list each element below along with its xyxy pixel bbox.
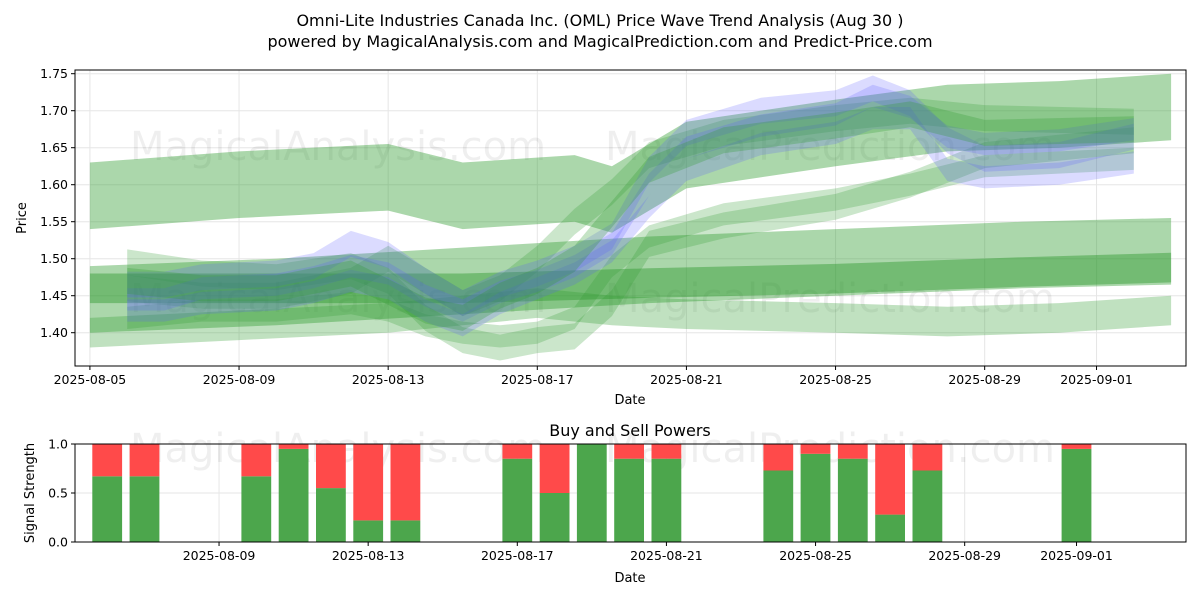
price-x-tick-label: 2025-08-09	[203, 372, 276, 387]
buy-bar	[912, 470, 943, 542]
watermark-prediction-mid: MagicalPrediction.com	[605, 276, 1055, 322]
wave-band-green-10	[127, 101, 1134, 331]
price-x-tick-label: 2025-08-21	[650, 372, 723, 387]
wave-band-blue-7	[127, 75, 1134, 317]
sell-bar	[837, 444, 868, 459]
signal-bars	[92, 444, 1092, 542]
price-x-tick-label: 2025-08-05	[54, 372, 127, 387]
price-grid	[75, 70, 1186, 366]
signal-x-tick-label: 2025-08-25	[779, 548, 852, 563]
price-y-tick-label: 1.45	[40, 288, 68, 303]
price-y-ticks: 1.40 1.45 1.50 1.55 1.60 1.65 1.70 1.75	[40, 66, 75, 340]
sell-bar	[390, 444, 421, 521]
price-panel: MagicalAnalysis.com MagicalPrediction.co…	[15, 66, 1187, 408]
price-x-tick-label: 2025-08-25	[799, 372, 872, 387]
signal-y-axis-label: Signal Strength	[23, 443, 38, 543]
price-x-tick-label: 2025-08-29	[948, 372, 1021, 387]
sell-bar	[316, 444, 346, 489]
price-x-tick-label: 2025-09-01	[1060, 372, 1133, 387]
signal-x-tick-label: 2025-08-09	[183, 548, 256, 563]
signal-x-axis-label: Date	[614, 571, 645, 586]
buy-bar	[278, 448, 309, 542]
price-watermarks: MagicalAnalysis.com MagicalPrediction.co…	[130, 124, 1055, 322]
chart-title-line2: powered by MagicalAnalysis.com and Magic…	[267, 32, 932, 51]
signal-y-tick-label: 0.5	[48, 486, 68, 501]
wave-band-blue-9	[127, 107, 1134, 337]
sell-bar	[875, 444, 905, 515]
buy-bar	[576, 444, 607, 542]
sell-bar	[502, 444, 533, 459]
watermark-analysis-top: MagicalAnalysis.com	[130, 124, 546, 170]
buy-bar	[837, 458, 868, 542]
price-y-tick-label: 1.70	[40, 103, 68, 118]
sell-bar	[1061, 444, 1092, 449]
buy-bar	[390, 520, 421, 542]
buy-bar	[316, 488, 346, 542]
price-x-tick-label: 2025-08-17	[501, 372, 574, 387]
wave-band-green-5	[127, 97, 1134, 317]
buy-bar	[1061, 448, 1092, 542]
sell-bar	[614, 444, 644, 459]
price-y-tick-label: 1.60	[40, 177, 68, 192]
signal-panel: Buy and Sell Powers MagicalAnalysis.com …	[23, 421, 1187, 586]
price-wave-bands	[89, 73, 1172, 361]
signal-y-tick-label: 0.0	[48, 535, 68, 550]
sell-bar	[763, 444, 794, 471]
signal-x-tick-label: 2025-08-21	[630, 548, 703, 563]
sell-bar	[800, 444, 831, 454]
signal-x-tick-label: 2025-09-01	[1040, 548, 1113, 563]
wave-band-green-3	[89, 288, 1172, 348]
sell-bar	[241, 444, 272, 477]
watermark-analysis-mid: MagicalAnalysis.com	[130, 276, 546, 322]
sell-bar	[129, 444, 160, 477]
signal-x-tick-label: 2025-08-29	[928, 548, 1001, 563]
sell-bar	[539, 444, 570, 493]
signal-x-tick-label: 2025-08-17	[481, 548, 554, 563]
wave-band-green-0	[89, 73, 1172, 233]
price-x-tick-label: 2025-08-13	[352, 372, 425, 387]
buy-bar	[129, 476, 160, 542]
buy-bar	[92, 476, 123, 542]
price-y-tick-label: 1.50	[40, 251, 68, 266]
price-y-tick-label: 1.75	[40, 66, 68, 81]
price-y-tick-label: 1.40	[40, 325, 68, 340]
chart-title-line1: Omni-Lite Industries Canada Inc. (OML) P…	[296, 11, 903, 30]
wave-band-green-6	[127, 147, 1134, 348]
sell-bar	[912, 444, 943, 471]
sell-bar	[278, 444, 309, 449]
watermark-prediction-top: MagicalPrediction.com	[605, 124, 1055, 170]
buy-bar	[353, 520, 384, 542]
price-y-tick-label: 1.55	[40, 214, 68, 229]
buy-bar	[763, 470, 794, 542]
price-y-axis-label: Price	[15, 202, 30, 234]
signal-y-ticks: 0.0 0.5 1.0	[48, 437, 75, 550]
buy-bar	[614, 458, 644, 542]
signal-x-ticks: 2025-08-09 2025-08-13 2025-08-17 2025-08-21…	[183, 542, 1113, 563]
price-plot-frame	[74, 69, 1187, 367]
price-x-ticks: 2025-08-05 2025-08-09 2025-08-13 2025-08-17…	[54, 366, 1133, 387]
wave-band-blue-8	[127, 84, 1134, 322]
buy-bar	[241, 476, 272, 542]
buy-bar	[651, 458, 682, 542]
wave-band-green-2	[89, 252, 1172, 304]
price-x-axis-label: Date	[614, 393, 645, 408]
wave-band-green-4	[127, 127, 1134, 361]
sell-bar	[92, 444, 123, 477]
sell-bar	[353, 444, 384, 521]
buy-bar	[875, 514, 905, 542]
signal-x-tick-label: 2025-08-13	[332, 548, 405, 563]
wave-band-green-1	[89, 218, 1172, 333]
sell-bar	[651, 444, 682, 459]
buy-bar	[539, 493, 570, 542]
signal-chart-title: Buy and Sell Powers	[549, 421, 711, 440]
buy-bar	[502, 458, 533, 542]
signal-y-tick-label: 1.0	[48, 437, 68, 452]
buy-bar	[800, 453, 831, 542]
price-y-tick-label: 1.65	[40, 140, 68, 155]
